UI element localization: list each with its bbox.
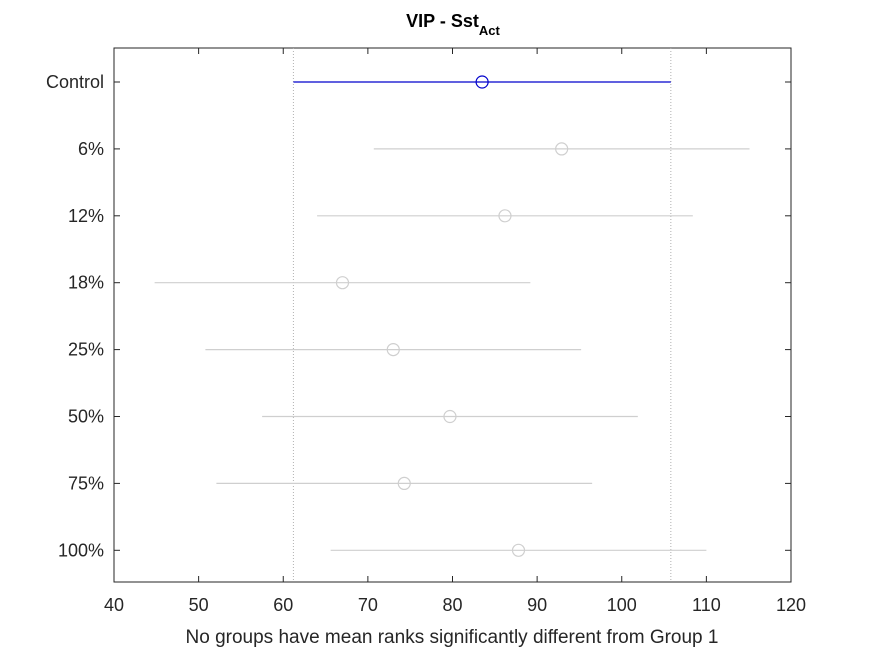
chart-title-main: VIP - Sst (406, 11, 479, 31)
group-6-mean-marker (443, 409, 457, 424)
y-tick-label: 50% (68, 407, 104, 427)
x-tick-label: 80 (442, 595, 462, 615)
x-tick-label: 70 (358, 595, 378, 615)
y-axis: Control 6% 12% 18% 25% 50% 75% 100% (46, 72, 791, 560)
group-7-mean-marker (397, 476, 411, 490)
interval-series (154, 75, 750, 557)
y-tick-label: Control (46, 72, 104, 92)
reference-lines (292, 48, 672, 582)
x-axis-label: No groups have mean ranks significantly … (186, 627, 719, 648)
group-1-mean-marker (475, 75, 489, 89)
y-tick-label: 12% (68, 206, 104, 226)
y-tick-label: 100% (58, 540, 104, 560)
x-tick-label: 60 (273, 595, 293, 615)
y-tick-label: 6% (78, 139, 104, 159)
plot-area (113, 47, 792, 583)
y-tick-label: 25% (68, 340, 104, 360)
group-2-mean-marker (555, 142, 569, 156)
x-axis: 40 50 60 70 80 90 100 110 120 (104, 48, 806, 615)
x-tick-label: 120 (776, 595, 806, 615)
group-8-mean-marker (511, 543, 526, 557)
y-tick-label: 75% (68, 473, 104, 493)
y-tick-label: 18% (68, 273, 104, 293)
x-tick-label: 110 (692, 595, 721, 615)
group-3-mean-marker (498, 209, 512, 223)
x-tick-label: 100 (607, 595, 637, 615)
x-tick-label: 50 (189, 595, 209, 615)
group-4-mean-marker (335, 276, 350, 290)
chart-title: VIP - SstAct (406, 11, 500, 38)
group-5-mean-marker (386, 343, 400, 357)
x-tick-label: 90 (527, 595, 547, 615)
chart-title-subscript: Act (479, 23, 501, 38)
x-tick-label: 40 (104, 595, 124, 615)
